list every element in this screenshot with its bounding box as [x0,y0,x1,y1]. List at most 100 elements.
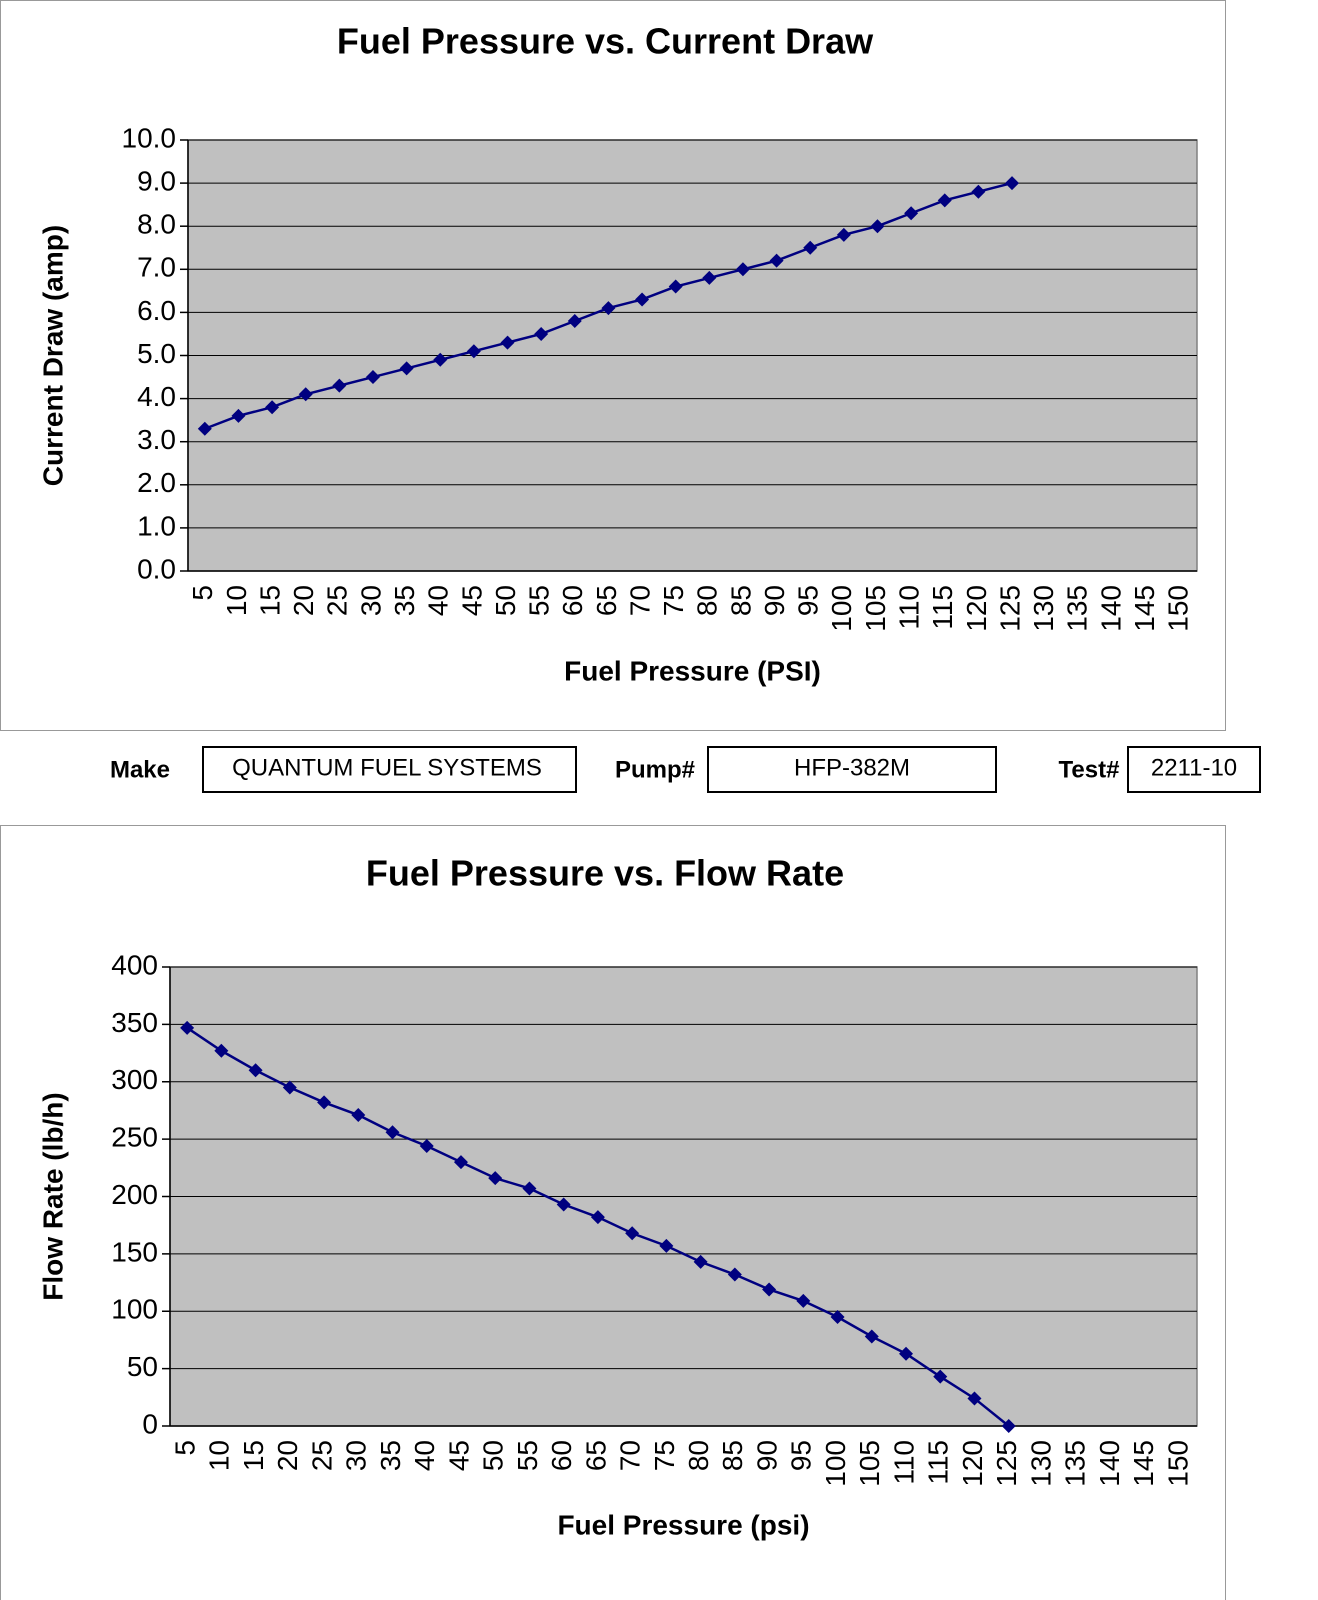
x-tick-label: 15 [254,585,285,616]
x-tick-label: 55 [512,1440,543,1471]
data-point [590,1210,605,1225]
data-point [265,400,280,415]
x-tick-label: 55 [524,585,555,616]
data-point [864,1329,879,1344]
x-tick-label: 45 [443,1440,474,1471]
chart-title: Fuel Pressure vs. Current Draw [337,21,874,62]
data-point [214,1043,229,1058]
x-tick-label: 45 [456,585,487,616]
x-tick-label: 70 [624,585,655,616]
make-value: QUANTUM FUEL SYSTEMS [232,754,542,781]
data-point [500,335,515,350]
y-tick-label: 4.0 [137,381,176,412]
data-point [937,193,952,208]
x-tick-label: 145 [1129,585,1160,632]
x-tick-label: 90 [759,585,790,616]
x-tick-label: 150 [1162,1440,1193,1487]
data-point [727,1267,742,1282]
x-tick-label: 105 [854,1440,885,1487]
data-point [248,1063,263,1078]
x-tick-label: 30 [341,1440,372,1471]
x-tick-label: 75 [658,585,689,616]
y-tick-label: 0 [142,1408,158,1439]
data-point [1001,1419,1016,1433]
x-tick-label: 80 [683,1440,714,1471]
y-tick-label: 2.0 [137,467,176,498]
x-tick-label: 60 [546,1440,577,1471]
y-tick-label: 7.0 [137,252,176,283]
data-point [1005,176,1020,191]
y-tick-label: 300 [111,1064,158,1095]
x-tick-label: 100 [826,585,857,632]
y-tick-label: 400 [111,949,158,980]
y-tick-label: 250 [111,1122,158,1153]
x-tick-label: 65 [580,1440,611,1471]
data-point [836,227,851,242]
data-point [693,1254,708,1269]
data-point [534,326,549,341]
x-tick-label: 25 [306,1440,337,1471]
x-tick-label: 130 [1025,1440,1056,1487]
make-box [202,746,577,793]
data-point [180,1020,195,1035]
data-point [556,1197,571,1212]
y-tick-label: 6.0 [137,295,176,326]
y-tick-label: 100 [111,1294,158,1325]
data-point [385,1125,400,1140]
x-tick-label: 50 [490,585,521,616]
x-tick-label: 125 [991,1440,1022,1487]
data-point [365,370,380,385]
data-point [668,279,683,294]
x-tick-label: 85 [717,1440,748,1471]
x-tick-label: 150 [1163,585,1194,632]
data-point [971,184,986,199]
x-tick-label: 20 [272,1440,303,1471]
chart-title: Fuel Pressure vs. Flow Rate [366,853,844,894]
y-tick-label: 10.0 [122,122,177,153]
x-tick-label: 145 [1128,1440,1159,1487]
data-point [522,1181,537,1196]
data-point [399,361,414,376]
x-tick-label: 25 [322,585,353,616]
x-tick-label: 115 [927,585,958,630]
data-point [769,253,784,268]
data-point [904,206,919,221]
x-tick-label: 35 [389,585,420,616]
x-tick-label: 80 [692,585,723,616]
x-tick-label: 65 [591,585,622,616]
x-tick-label: 95 [786,1440,817,1471]
data-point [762,1282,777,1297]
data-point [317,1095,332,1110]
test-box [1127,746,1261,793]
x-tick-label: 140 [1095,585,1126,632]
make-label: Make [110,756,170,783]
data-point [466,344,481,359]
x-tick-label: 10 [204,1440,235,1471]
data-point [282,1080,297,1095]
x-tick-label: 85 [725,585,756,616]
data-point [735,262,750,277]
x-tick-label: 75 [649,1440,680,1471]
y-tick-label: 8.0 [137,209,176,240]
x-tick-label: 140 [1094,1440,1125,1487]
y-axis-title: Flow Rate (lb/h) [37,1092,68,1300]
y-tick-label: 1.0 [137,510,176,541]
x-tick-label: 120 [961,585,992,632]
data-point [625,1226,640,1241]
y-tick-label: 150 [111,1236,158,1267]
x-tick-label: 15 [238,1440,269,1471]
data-point [870,219,885,234]
x-tick-label: 20 [288,585,319,616]
x-tick-label: 5 [187,585,218,601]
data-point [567,314,582,329]
x-tick-label: 100 [820,1440,851,1487]
y-tick-label: 9.0 [137,165,176,196]
data-point [197,421,212,436]
data-point [830,1309,845,1324]
x-axis-title: Fuel Pressure (psi) [557,1509,809,1540]
y-tick-label: 200 [111,1179,158,1210]
x-tick-label: 35 [375,1440,406,1471]
x-tick-label: 10 [221,585,252,616]
test-value: 2211-10 [1151,754,1237,781]
x-tick-label: 135 [1060,1440,1091,1487]
